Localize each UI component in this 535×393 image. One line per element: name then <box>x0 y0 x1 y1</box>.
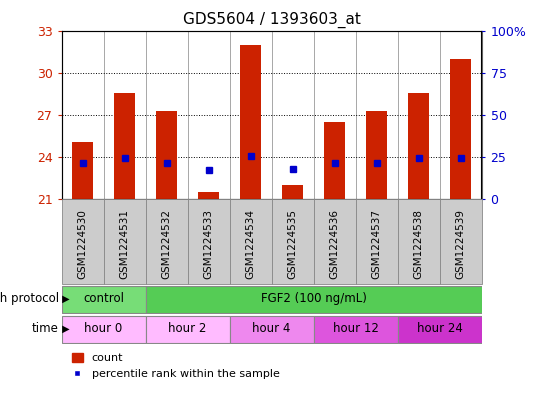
Text: GSM1224539: GSM1224539 <box>455 209 465 279</box>
Text: hour 4: hour 4 <box>253 322 291 335</box>
FancyBboxPatch shape <box>230 316 314 343</box>
Text: growth protocol: growth protocol <box>0 292 59 305</box>
Bar <box>240 45 261 199</box>
FancyBboxPatch shape <box>398 316 482 343</box>
Bar <box>324 122 345 199</box>
Bar <box>450 59 471 199</box>
Text: hour 24: hour 24 <box>417 322 462 335</box>
Text: GSM1224537: GSM1224537 <box>371 209 381 279</box>
Text: GSM1224532: GSM1224532 <box>162 209 172 279</box>
FancyBboxPatch shape <box>355 199 398 284</box>
Text: ▶: ▶ <box>59 294 70 303</box>
Text: hour 12: hour 12 <box>333 322 378 335</box>
Bar <box>156 111 177 199</box>
Text: GSM1224535: GSM1224535 <box>287 209 297 279</box>
Title: GDS5604 / 1393603_at: GDS5604 / 1393603_at <box>182 12 361 28</box>
Bar <box>282 185 303 199</box>
Text: GSM1224530: GSM1224530 <box>78 209 88 279</box>
Text: FGF2 (100 ng/mL): FGF2 (100 ng/mL) <box>261 292 366 305</box>
FancyBboxPatch shape <box>62 316 146 343</box>
Text: hour 0: hour 0 <box>85 322 123 335</box>
FancyBboxPatch shape <box>440 199 482 284</box>
FancyBboxPatch shape <box>230 199 272 284</box>
Text: GSM1224533: GSM1224533 <box>203 209 213 279</box>
FancyBboxPatch shape <box>314 316 398 343</box>
FancyBboxPatch shape <box>104 199 146 284</box>
Legend: count, percentile rank within the sample: count, percentile rank within the sample <box>67 349 284 384</box>
Bar <box>72 141 93 199</box>
FancyBboxPatch shape <box>146 199 188 284</box>
Bar <box>198 192 219 199</box>
Bar <box>366 111 387 199</box>
Text: GSM1224538: GSM1224538 <box>414 209 424 279</box>
Text: GSM1224534: GSM1224534 <box>246 209 256 279</box>
Bar <box>408 93 429 199</box>
FancyBboxPatch shape <box>314 199 355 284</box>
FancyBboxPatch shape <box>62 286 146 312</box>
Bar <box>114 93 135 199</box>
FancyBboxPatch shape <box>398 199 440 284</box>
FancyBboxPatch shape <box>146 316 230 343</box>
FancyBboxPatch shape <box>146 286 482 312</box>
Text: time: time <box>32 322 59 335</box>
Text: GSM1224531: GSM1224531 <box>119 209 129 279</box>
FancyBboxPatch shape <box>272 199 314 284</box>
FancyBboxPatch shape <box>188 199 230 284</box>
Text: hour 2: hour 2 <box>169 322 207 335</box>
Text: GSM1224536: GSM1224536 <box>330 209 340 279</box>
FancyBboxPatch shape <box>62 199 104 284</box>
Text: ▶: ▶ <box>59 323 70 334</box>
Text: control: control <box>83 292 124 305</box>
